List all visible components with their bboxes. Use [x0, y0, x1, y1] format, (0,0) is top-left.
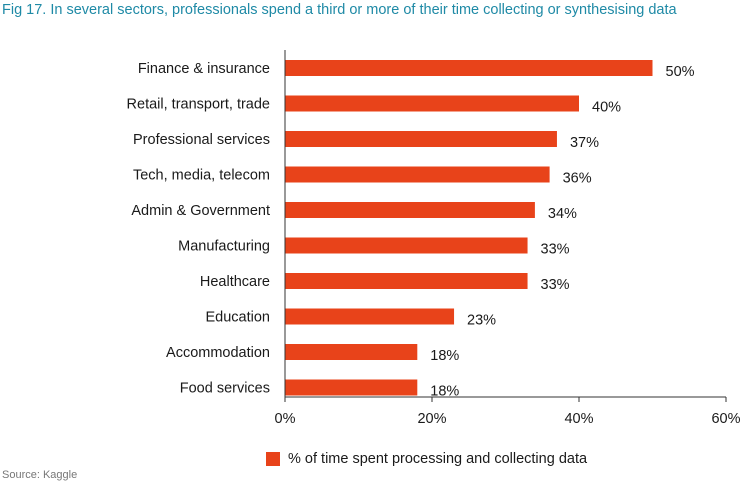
- value-label: 18%: [430, 348, 459, 364]
- category-label: Manufacturing: [178, 239, 270, 255]
- bar: [285, 379, 418, 396]
- value-label: 23%: [467, 313, 496, 329]
- category-label: Professional services: [133, 132, 270, 148]
- value-label: 34%: [548, 206, 577, 222]
- x-tick-label: 40%: [564, 411, 593, 427]
- value-label: 18%: [430, 384, 459, 400]
- legend: % of time spent processing and collectin…: [266, 451, 587, 467]
- category-label: Healthcare: [200, 274, 270, 290]
- bar: [285, 308, 455, 325]
- category-label: Retail, transport, trade: [127, 97, 270, 113]
- x-ticks-layer: 0% 20% 40% 60%: [275, 397, 741, 427]
- source-note: Source: Kaggle: [2, 469, 78, 481]
- category-label: Finance & insurance: [138, 61, 270, 77]
- value-label: 40%: [592, 100, 621, 116]
- bar: [285, 202, 535, 218]
- legend-swatch: [266, 452, 280, 466]
- bar: [285, 60, 653, 76]
- category-label: Accommodation: [166, 345, 270, 361]
- bar: [285, 237, 528, 254]
- bar: [285, 166, 550, 183]
- bar: [285, 95, 579, 112]
- category-label: Education: [206, 310, 271, 326]
- value-label: 37%: [570, 135, 599, 151]
- bar: [285, 344, 418, 360]
- value-label: 36%: [563, 171, 592, 187]
- category-label: Admin & Government: [131, 203, 270, 219]
- x-tick-label: 20%: [417, 411, 446, 427]
- x-tick-label: 60%: [711, 411, 740, 427]
- value-label: 50%: [666, 64, 695, 80]
- value-label: 33%: [541, 277, 570, 293]
- x-tick-label: 0%: [275, 411, 296, 427]
- legend-label: % of time spent processing and collectin…: [288, 451, 588, 467]
- bars-layer: Finance & insurance 50% Retail, transport,…: [127, 60, 695, 400]
- category-label: Food services: [180, 381, 270, 397]
- value-label: 33%: [541, 242, 570, 258]
- bar: [285, 273, 528, 289]
- category-label: Tech, media, telecom: [133, 168, 270, 184]
- bar: [285, 131, 557, 147]
- chart-title: Fig 17. In several sectors, professional…: [2, 2, 677, 18]
